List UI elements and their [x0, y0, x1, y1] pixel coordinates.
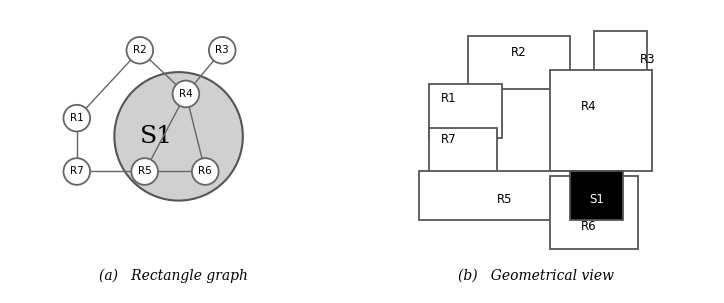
- Text: R1: R1: [441, 92, 456, 105]
- Text: R5: R5: [138, 166, 151, 177]
- Text: S1: S1: [589, 193, 604, 206]
- Bar: [570, 171, 623, 220]
- Text: R3: R3: [215, 45, 229, 55]
- Text: R4: R4: [179, 89, 193, 99]
- Text: (a)   Rectangle graph: (a) Rectangle graph: [99, 268, 248, 283]
- Text: S1: S1: [140, 125, 173, 148]
- Text: R3: R3: [639, 54, 655, 66]
- Text: R2: R2: [511, 46, 526, 59]
- Circle shape: [209, 37, 235, 64]
- Text: (b)   Geometrical view: (b) Geometrical view: [458, 268, 614, 282]
- Text: R4: R4: [581, 100, 597, 112]
- Text: R1: R1: [70, 113, 84, 123]
- Text: R7: R7: [441, 134, 456, 146]
- Bar: [468, 36, 570, 89]
- Bar: [550, 176, 638, 249]
- Bar: [594, 31, 647, 104]
- Text: R6: R6: [198, 166, 212, 177]
- Bar: [429, 84, 502, 138]
- Text: R6: R6: [581, 220, 597, 232]
- Bar: [550, 70, 652, 171]
- Circle shape: [114, 72, 243, 201]
- Text: R2: R2: [133, 45, 147, 55]
- Circle shape: [64, 158, 90, 185]
- Circle shape: [127, 37, 153, 64]
- Text: R5: R5: [497, 193, 512, 206]
- Circle shape: [64, 105, 90, 132]
- Circle shape: [131, 158, 158, 185]
- Circle shape: [172, 81, 199, 107]
- Text: R7: R7: [70, 166, 84, 177]
- Bar: [419, 171, 589, 220]
- Circle shape: [192, 158, 219, 185]
- Bar: [429, 128, 497, 181]
